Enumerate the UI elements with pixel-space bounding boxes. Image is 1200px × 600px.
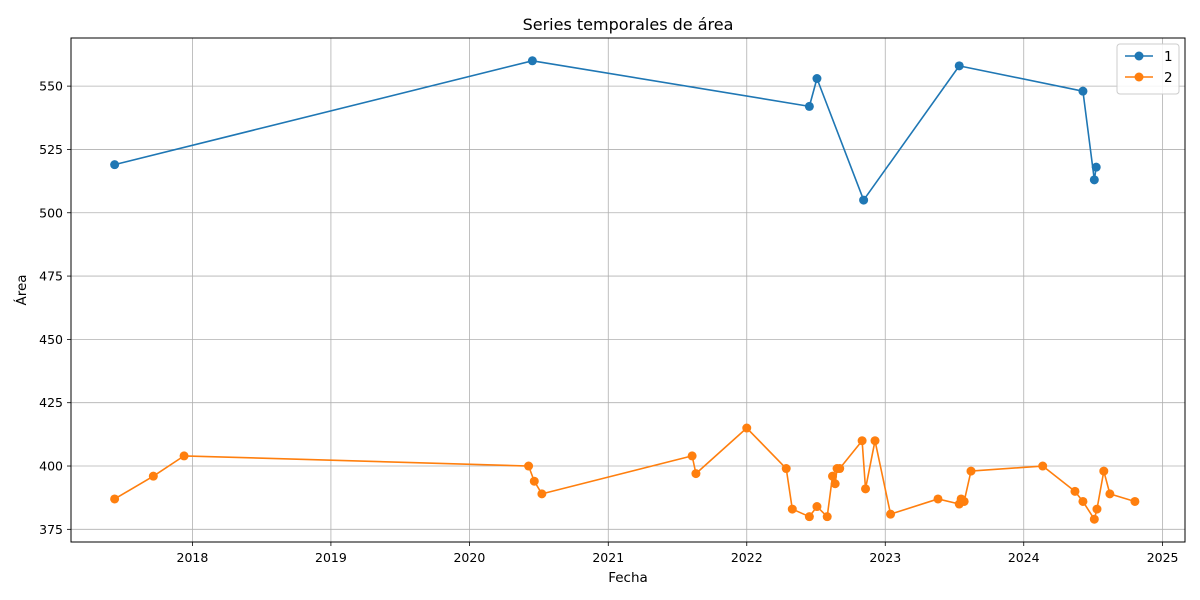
data-point — [1089, 514, 1099, 524]
legend-item-2: 2 — [1125, 70, 1173, 86]
data-point — [1089, 175, 1099, 185]
legend-marker — [1134, 51, 1144, 61]
chart-title: Series temporales de área — [523, 15, 734, 34]
data-point — [822, 512, 832, 522]
y-tick-label: 525 — [39, 142, 63, 157]
data-point — [1130, 496, 1140, 506]
x-tick-label: 2018 — [177, 550, 209, 565]
data-point — [524, 461, 534, 471]
data-point — [110, 160, 120, 170]
x-tick-label: 2020 — [453, 550, 485, 565]
data-point — [828, 471, 838, 481]
data-point — [804, 512, 814, 522]
y-tick-label: 500 — [39, 205, 63, 220]
y-tick-label: 375 — [39, 522, 63, 537]
legend-label: 2 — [1164, 70, 1173, 86]
y-tick-label: 425 — [39, 395, 63, 410]
data-point — [179, 451, 189, 461]
data-point — [954, 61, 964, 71]
data-point — [830, 479, 840, 489]
legend-marker — [1134, 72, 1144, 82]
x-tick-label: 2019 — [315, 550, 347, 565]
data-point — [1078, 86, 1088, 96]
data-point — [1078, 496, 1088, 506]
x-tick-label: 2025 — [1147, 550, 1179, 565]
y-axis-label: Área — [13, 274, 30, 305]
data-point — [1099, 466, 1109, 476]
legend: 12 — [1116, 43, 1180, 95]
data-point — [110, 494, 120, 504]
grid — [71, 38, 1185, 542]
data-point — [870, 436, 880, 446]
data-point — [812, 502, 822, 512]
data-point — [966, 466, 976, 476]
data-point — [857, 436, 867, 446]
data-point — [1070, 486, 1080, 496]
legend-label: 1 — [1164, 49, 1173, 65]
x-axis-label: Fecha — [608, 570, 648, 586]
y-tick-label: 475 — [39, 269, 63, 284]
legend-item-1: 1 — [1125, 49, 1173, 65]
data-point — [1038, 461, 1048, 471]
y-tick-label: 400 — [39, 459, 63, 474]
series-1 — [110, 56, 1101, 205]
data-point — [812, 74, 822, 84]
data-point — [527, 56, 537, 66]
data-point — [529, 476, 539, 486]
data-point — [537, 489, 547, 499]
x-tick-label: 2022 — [731, 550, 763, 565]
data-point — [787, 504, 797, 514]
data-point — [835, 464, 845, 474]
x-tick-label: 2021 — [592, 550, 624, 565]
series-layer — [110, 56, 1140, 524]
plot-frame — [70, 37, 1186, 543]
data-point — [859, 195, 869, 205]
data-point — [1091, 162, 1101, 172]
series-2 — [110, 423, 1140, 524]
data-point — [1092, 504, 1102, 514]
data-point — [691, 469, 701, 479]
x-tick-label: 2023 — [869, 550, 901, 565]
data-point — [886, 509, 896, 519]
data-point — [804, 101, 814, 111]
data-point — [687, 451, 697, 461]
data-point — [781, 464, 791, 474]
data-point — [1105, 489, 1115, 499]
y-tick-label: 550 — [39, 79, 63, 94]
data-point — [861, 484, 871, 494]
ticks: 2018 2019 2020 2021 2022 2023 2024 2025 375 400 42… — [39, 79, 1178, 565]
x-tick-label: 2024 — [1008, 550, 1040, 565]
data-point — [742, 423, 752, 433]
data-point — [959, 496, 969, 506]
data-point — [148, 471, 158, 481]
data-point — [933, 494, 943, 504]
y-tick-label: 450 — [39, 332, 63, 347]
